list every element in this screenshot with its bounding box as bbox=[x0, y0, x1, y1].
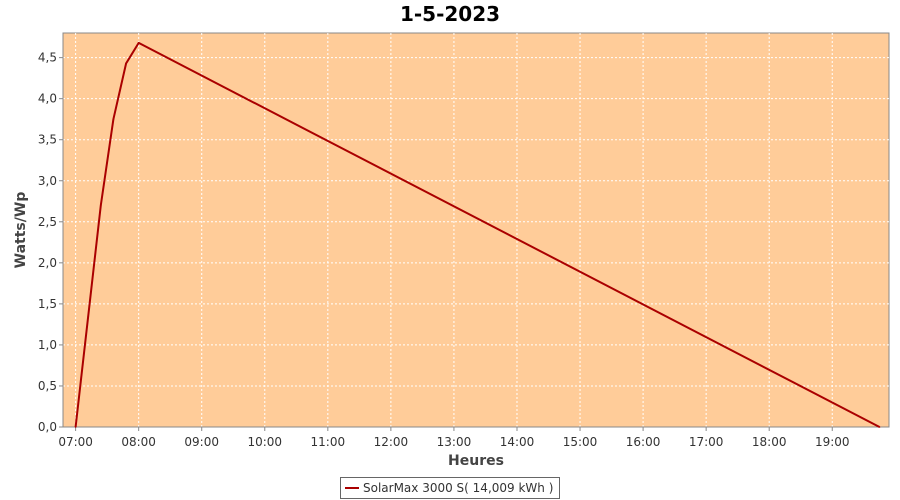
x-tick-label: 11:00 bbox=[311, 435, 346, 449]
axes: 0,0 0,5 1,0 1,5 2,0 2,5 3,0 3,5 4,0 4,5 07:00 08:00… bbox=[38, 33, 889, 449]
y-tick-label: 3,5 bbox=[38, 133, 57, 147]
data-point bbox=[125, 62, 127, 65]
y-tick-label: 1,5 bbox=[38, 297, 57, 311]
x-tick-label: 07:00 bbox=[58, 435, 93, 449]
x-axis-label: Heures bbox=[448, 453, 504, 469]
y-tick-label: 0,5 bbox=[38, 379, 57, 393]
data-point bbox=[137, 42, 140, 44]
data-point bbox=[878, 426, 881, 428]
chart-title: 1-5-2023 bbox=[399, 2, 501, 26]
x-tick-label: 18:00 bbox=[752, 435, 787, 449]
y-axis-label: Watts/Wp bbox=[13, 192, 29, 269]
x-tick-label: 13:00 bbox=[437, 435, 472, 449]
x-tick-label: 10:00 bbox=[247, 435, 282, 449]
x-tick-label: 08:00 bbox=[121, 435, 156, 449]
x-tick-label: 15:00 bbox=[563, 435, 598, 449]
legend-entry-label: SolarMax 3000 S( 14,009 kWh ) bbox=[363, 481, 554, 495]
x-tick-label: 12:00 bbox=[374, 435, 409, 449]
legend-swatch bbox=[345, 487, 359, 489]
grid bbox=[63, 33, 889, 428]
data-point bbox=[112, 118, 115, 120]
series-layer bbox=[74, 41, 881, 428]
y-tick-label: 1,0 bbox=[38, 338, 57, 352]
x-tick-label: 16:00 bbox=[626, 435, 661, 449]
y-tick-label: 0,0 bbox=[38, 420, 57, 434]
x-tick-label: 09:00 bbox=[184, 435, 219, 449]
data-point bbox=[100, 204, 102, 207]
legend: SolarMax 3000 S( 14,009 kWh ) bbox=[340, 477, 561, 499]
x-tick-label: 19:00 bbox=[815, 435, 850, 449]
x-tick-label: 17:00 bbox=[689, 435, 724, 449]
y-tick-label: 2,5 bbox=[38, 215, 57, 229]
y-tick-label: 3,0 bbox=[38, 174, 57, 188]
y-tick-label: 2,0 bbox=[38, 256, 57, 270]
data-point bbox=[87, 315, 90, 317]
x-tick-label: 14:00 bbox=[500, 435, 535, 449]
y-tick-label: 4,5 bbox=[38, 51, 57, 65]
y-tick-label: 4,0 bbox=[38, 92, 57, 106]
data-point bbox=[74, 426, 77, 428]
